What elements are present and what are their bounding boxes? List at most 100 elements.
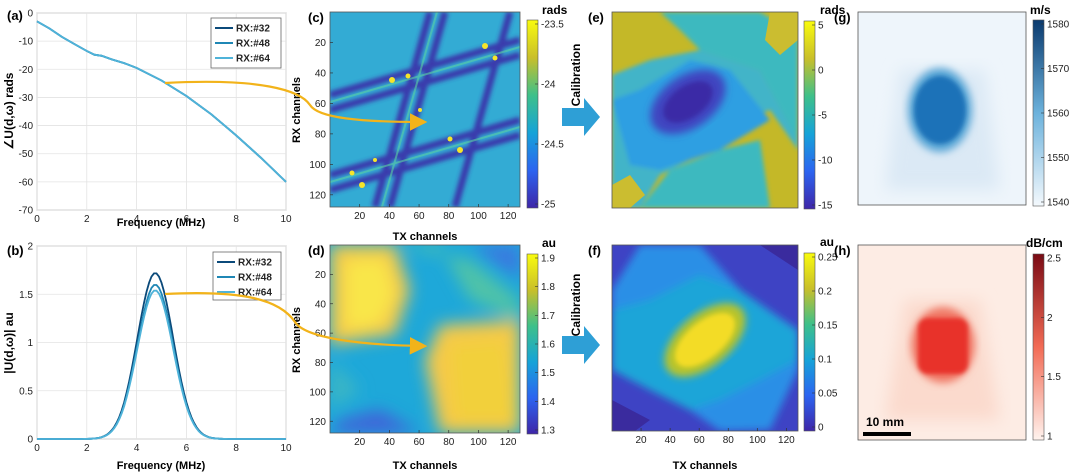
ytick-label: 0 [27, 435, 33, 446]
colorbar-tick: 0.15 [818, 321, 838, 332]
heatmap-h [858, 245, 1026, 440]
colorbar-tick: 1.3 [541, 426, 555, 437]
xtick-label: 20 [636, 435, 648, 446]
xtick-label: 8 [233, 214, 239, 225]
colorbar-tick: 1.4 [541, 397, 555, 408]
panel-label-d: (d) [308, 243, 325, 258]
ytick-label: -10 [19, 37, 34, 48]
xtick-label: 80 [723, 435, 735, 446]
colorbar-tick: 1.5 [541, 368, 555, 379]
panel-label-b: (b) [7, 243, 24, 258]
ytick-label: -40 [19, 121, 34, 132]
colorbar-tick: 0 [818, 66, 824, 77]
panel-e: (e) 5 0 -5 -10 -15 rads [588, 3, 846, 212]
xtick-label: 100 [470, 211, 487, 222]
legend-entry: RX:#48 [238, 273, 272, 284]
colorbar-tick: 1 [1047, 432, 1053, 443]
heatmap-e [612, 12, 798, 208]
xtick-label: 6 [184, 214, 190, 225]
curve-arrow-bottom [164, 292, 428, 355]
xtick-label: 10 [280, 214, 292, 225]
xtick-label: 60 [414, 211, 426, 222]
heatmap-d [330, 245, 520, 433]
series-line-rx64 [36, 20, 287, 183]
colorbar-tick: 1.5 [1047, 372, 1061, 383]
colorbar-tick: 1.8 [541, 282, 555, 293]
xtick-label: 40 [384, 211, 396, 222]
ytick-label: 80 [315, 129, 327, 140]
ytick-label: -60 [19, 177, 34, 188]
colorbar-tick: 0.1 [818, 355, 832, 366]
xtick-label: 120 [778, 435, 795, 446]
colorbar-tick: 1580 [1047, 20, 1070, 31]
xtick-label: 6 [184, 443, 190, 454]
ytick-label: 40 [315, 299, 327, 310]
xtick-label: 8 [233, 443, 239, 454]
xtick-label: 100 [470, 437, 487, 448]
xlabel-d: TX channels [393, 460, 458, 472]
ylabel-b: |U(d,ω)| au [2, 312, 16, 374]
ytick-label: -20 [19, 65, 34, 76]
colorbar-unit-c: rads [542, 3, 568, 17]
colorbar-tick: -23.5 [541, 20, 564, 31]
colorbar-tick: 1550 [1047, 153, 1070, 164]
colorbar-tick: 1.7 [541, 311, 555, 322]
xtick-label: 4 [134, 443, 140, 454]
panel-f: 20 40 60 80 100 120 TX channels (f) 0.25 0.2 0.… [588, 235, 838, 472]
calibration-arrow-bottom [562, 326, 600, 364]
colorbar-tick: 2 [1047, 313, 1053, 324]
panel-c: 20 40 60 80 100 120 20 40 60 80 100 120 TX channels… [291, 3, 568, 243]
heatmap-g [858, 12, 1026, 205]
ytick-label: 120 [309, 417, 326, 428]
xtick-label: 0 [34, 214, 40, 225]
xtick-label: 2 [84, 443, 90, 454]
colorbar-tick: 0 [818, 423, 824, 434]
colorbar-unit-f: au [820, 235, 834, 249]
xtick-label: 100 [749, 435, 766, 446]
scale-bar [863, 432, 911, 436]
colorbar-tick: 1540 [1047, 198, 1070, 209]
panel-label-h: (h) [834, 243, 851, 258]
ytick-label: 1.5 [19, 290, 33, 301]
ytick-label: 20 [315, 270, 327, 281]
panel-label-f: (f) [588, 243, 601, 258]
colorbar-tick: 2.5 [1047, 254, 1061, 265]
xtick-label: 120 [500, 211, 517, 222]
colorbar-tick: -25 [541, 200, 556, 211]
xtick-label: 40 [384, 437, 396, 448]
xlabel-c: TX channels [393, 231, 458, 243]
xtick-label: 80 [443, 437, 455, 448]
legend-entry: RX:#64 [238, 288, 272, 299]
ytick-label: -50 [19, 149, 34, 160]
legend-b: RX:#32 RX:#48 RX:#64 [212, 251, 282, 301]
legend-entry: RX:#64 [236, 54, 270, 65]
ytick-label: 0.5 [19, 386, 33, 397]
panel-b: 0 2 4 6 8 10 0 0.5 1 1.5 2 Frequency (MHz) |U(d,ω)… [2, 242, 292, 473]
colorbar-tick: -5 [818, 111, 827, 122]
colorbar-unit-d: au [542, 236, 556, 250]
legend-entry: RX:#32 [238, 258, 272, 269]
panel-h: 10 mm (h) 2.5 2 1.5 1 dB/cm [834, 236, 1063, 443]
panel-g: (g) 1580 1570 1560 1550 1540 m/s [834, 3, 1070, 209]
ytick-label: 1 [27, 338, 33, 349]
ytick-label: 80 [315, 358, 327, 369]
ytick-label: 60 [315, 99, 327, 110]
ylabel-a: ∠U(d,ω) rads [2, 72, 16, 149]
xtick-label: 4 [134, 214, 140, 225]
ytick-label: 2 [27, 242, 33, 253]
ytick-label: 100 [309, 387, 326, 398]
xtick-label: 0 [34, 443, 40, 454]
ytick-label: 120 [309, 190, 326, 201]
colorbar-tick: -24.5 [541, 140, 564, 151]
legend-entry: RX:#48 [236, 39, 270, 50]
calibration-arrow-top [562, 98, 600, 136]
xlabel-b: Frequency (MHz) [117, 460, 206, 472]
colorbar-tick: -24 [541, 80, 556, 91]
scale-bar-label: 10 mm [866, 415, 904, 429]
xtick-label: 10 [280, 443, 292, 454]
colorbar-tick: 0.2 [818, 287, 832, 298]
ylabel-c: RX channels [291, 77, 303, 143]
xtick-label: 2 [84, 214, 90, 225]
panel-label-g: (g) [834, 10, 851, 25]
